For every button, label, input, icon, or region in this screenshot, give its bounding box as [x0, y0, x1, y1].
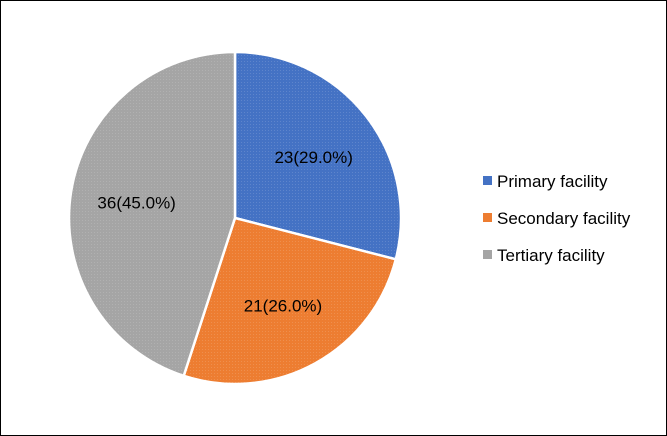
- data-label: 21(26.0%): [244, 296, 322, 315]
- pie-slice-texture: [68, 52, 236, 376]
- legend-swatch: [483, 176, 492, 185]
- data-label: 23(29.0%): [274, 148, 352, 167]
- pie-slice-texture: [235, 52, 401, 260]
- data-label: 36(45.0%): [97, 193, 175, 212]
- legend-label: Primary facility: [497, 172, 608, 191]
- legend-swatch: [483, 213, 492, 222]
- legend-label: Secondary facility: [497, 209, 631, 228]
- pie-slice-texture: [183, 218, 396, 384]
- pie-slices: [67, 50, 403, 386]
- legend-label: Tertiary facility: [497, 246, 605, 265]
- legend: Primary facility Secondary facility Tertia…: [483, 172, 631, 265]
- data-labels: 23(29.0%) 21(26.0%) 36(45.0%): [97, 148, 353, 315]
- legend-swatch: [483, 250, 492, 259]
